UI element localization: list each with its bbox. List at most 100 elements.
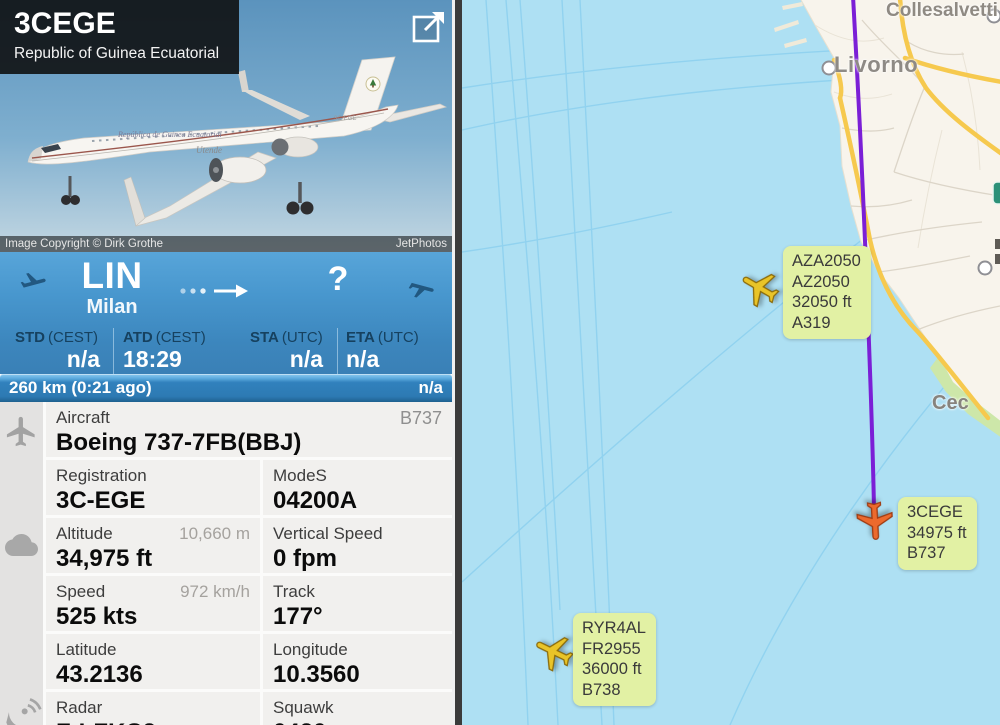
flight-takeoff-icon	[20, 272, 46, 288]
registration-cell: Registration 3C-EGE	[46, 460, 260, 515]
table-row: Speed 972 km/h 525 kts Track 177°	[46, 576, 452, 631]
altitude-label: Altitude	[56, 524, 113, 543]
track-value: 177°	[273, 603, 323, 630]
track-cell: Track 177°	[263, 576, 452, 631]
highway-shield	[992, 181, 1000, 205]
std-cell: STD (CEST) n/a	[15, 329, 100, 372]
radar-value: F-LFKC2	[56, 719, 250, 725]
sta-label: STA	[250, 329, 279, 346]
photo-credit-bar: Image Copyright © Dirk Grothe JetPhotos	[0, 236, 452, 252]
latitude-cell: Latitude 43.2136	[46, 634, 260, 689]
label-altitude: 36000 ft	[582, 660, 642, 678]
progress-status: n/a	[418, 378, 443, 397]
origin-city: Milan	[86, 296, 138, 318]
destination-unknown[interactable]: ?	[327, 260, 349, 298]
aircraft-label-3cege[interactable]: 3CEGE 34975 ft B737	[898, 497, 977, 570]
vertical-speed-cell: Vertical Speed 0 fpm	[263, 518, 452, 573]
label-type: B737	[907, 544, 946, 562]
place-label-cecina: Cec	[932, 392, 969, 414]
minor-roads	[841, 19, 1000, 331]
flight-info-panel: República de Guinea Ecuatorial Utende 3C…	[0, 0, 452, 725]
atd-label: ATD	[123, 329, 153, 346]
coastal-greenery	[930, 356, 1000, 437]
label-callsign: 3CEGE	[907, 503, 963, 521]
origin-code: LIN	[81, 255, 143, 296]
table-row: Altitude 10,660 m 34,975 ft Vertical Spe…	[46, 518, 452, 573]
route-row: LIN Milan ?	[0, 252, 452, 326]
track-label: Track	[273, 582, 315, 601]
harbor-piers	[774, 2, 807, 48]
table-row: Registration 3C-EGE ModeS 04200A	[46, 460, 452, 515]
aircraft-photo[interactable]: República de Guinea Ecuatorial Utende 3C…	[0, 0, 452, 252]
callsign-title: 3CEGE	[14, 7, 116, 40]
latitude-label: Latitude	[56, 640, 117, 659]
modes-value: 04200A	[273, 487, 358, 514]
squawk-cell: Squawk 0420	[263, 692, 452, 725]
aircraft-cell: Aircraft B737 Boeing 737-7FB(BBJ)	[46, 402, 452, 457]
atd-cell: ATD (CEST) 18:29	[113, 328, 240, 374]
svg-text:3C-EGE: 3C-EGE	[334, 116, 356, 122]
radar-dish-icon	[6, 698, 42, 725]
map-view[interactable]: Collesalvetti Livorno Cec AZA2050 AZ2050…	[462, 0, 1000, 725]
altitude-cell: Altitude 10,660 m 34,975 ft	[46, 518, 260, 573]
map-canvas	[462, 0, 1000, 725]
table-row: Latitude 43.2136 Longitude 10.3560	[46, 634, 452, 689]
label-type: B738	[582, 680, 621, 699]
origin-airport[interactable]: LIN Milan	[52, 255, 172, 319]
speed-cell: Speed 972 km/h 525 kts	[46, 576, 260, 631]
aircraft-label-aza2050[interactable]: AZA2050 AZ2050 32050 ft A319	[783, 246, 871, 339]
place-markers	[821, 8, 1000, 276]
aircraft-label: Aircraft	[56, 408, 110, 427]
speed-label: Speed	[56, 582, 106, 601]
modes-cell: ModeS 04200A	[263, 460, 452, 515]
squawk-label: Squawk	[273, 698, 334, 717]
label-altitude: 32050 ft	[792, 293, 852, 311]
label-flight-number: AZ2050	[792, 272, 850, 291]
label-callsign: AZA2050	[792, 252, 861, 270]
radar-cell: Radar F-LFKC2	[46, 692, 260, 725]
flight-details-table: Aircraft B737 Boeing 737-7FB(BBJ) Regist…	[0, 402, 452, 725]
aircraft-label-ryr4al[interactable]: RYR4AL FR2955 36000 ft B738	[573, 613, 656, 706]
dotted-arrow-icon	[180, 284, 248, 298]
speed-value: 525 kts	[56, 603, 138, 630]
photo-copyright: Image Copyright © Dirk Grothe	[5, 238, 164, 250]
photo-source[interactable]: JetPhotos	[395, 238, 447, 250]
radar-label: Radar	[56, 698, 103, 717]
aircraft-photo-illustration: República de Guinea Ecuatorial Utende 3C…	[27, 56, 447, 227]
label-type: A319	[792, 313, 831, 332]
aircraft-type-code: B737	[399, 408, 442, 428]
longitude-value: 10.3560	[273, 661, 360, 688]
std-value: n/a	[66, 346, 100, 372]
table-row: Aircraft B737 Boeing 737-7FB(BBJ)	[46, 402, 452, 457]
place-label-collesalvetti: Collesalvetti	[886, 0, 998, 21]
longitude-label: Longitude	[273, 640, 348, 659]
flight-land-icon	[408, 282, 434, 298]
modes-label: ModeS	[273, 466, 327, 485]
atd-value: 18:29	[123, 346, 182, 372]
aircraft-icon-3cege-selected[interactable]	[851, 498, 897, 544]
sta-cell: STA (UTC) n/a	[250, 329, 323, 372]
sta-value: n/a	[289, 346, 323, 372]
speed-metric: 972 km/h	[180, 582, 250, 601]
table-row: Radar F-LFKC2 Squawk 0420	[46, 692, 452, 725]
flight-progress-bar: 260 km (0:21 ago) n/a	[0, 374, 452, 402]
panel-map-divider	[452, 0, 462, 725]
label-altitude: 34975 ft	[907, 523, 967, 542]
label-callsign: RYR4AL	[582, 619, 646, 637]
squawk-value: 0420	[273, 719, 442, 725]
operator-subtitle: Republic of Guinea Ecuatorial	[14, 45, 220, 62]
longitude-cell: Longitude 10.3560	[263, 634, 452, 689]
aircraft-value: Boeing 737-7FB(BBJ)	[56, 429, 302, 456]
place-label-livorno: Livorno	[834, 52, 919, 77]
cloud-icon	[5, 534, 38, 556]
expand-photo-icon[interactable]	[410, 8, 448, 44]
vertical-speed-label: Vertical Speed	[273, 524, 383, 543]
std-label: STD	[15, 329, 45, 346]
registration-label: Registration	[56, 466, 147, 485]
altitude-value: 34,975 ft	[56, 545, 153, 572]
eta-cell: ETA (UTC) n/a	[337, 328, 452, 374]
altitude-metric: 10,660 m	[179, 524, 250, 543]
svg-text:República de Guinea Ecuatorial: República de Guinea Ecuatorial	[117, 130, 223, 139]
times-row: STD (CEST) n/a ATD (CEST) 18:29 STA (UTC) n…	[0, 326, 452, 374]
label-flight-number: FR2955	[582, 639, 641, 658]
